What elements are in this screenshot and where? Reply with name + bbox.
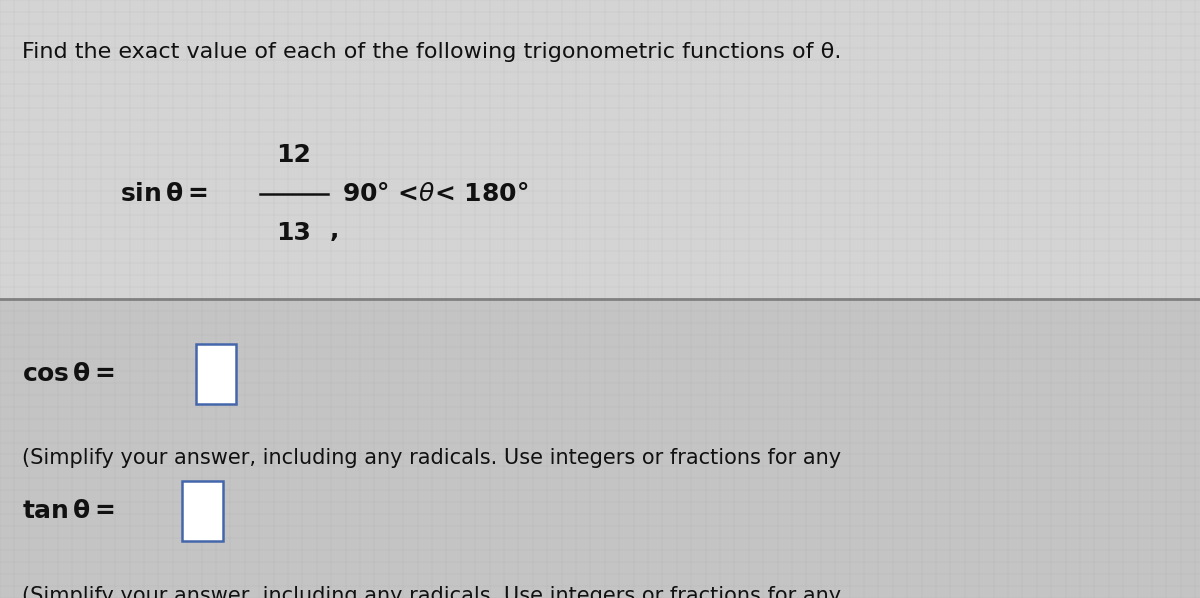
Bar xyxy=(0,299,1200,598)
Text: 13: 13 xyxy=(276,221,312,245)
Text: 90° <$\theta$< 180°: 90° <$\theta$< 180° xyxy=(342,182,528,206)
Text: (Simplify your answer, including any radicals. Use integers or fractions for any: (Simplify your answer, including any rad… xyxy=(22,448,841,468)
Text: $\mathbf{tan\,\theta =}$: $\mathbf{tan\,\theta =}$ xyxy=(22,499,114,523)
Bar xyxy=(196,344,236,404)
Text: Find the exact value of each of the following trigonometric functions of θ.: Find the exact value of each of the foll… xyxy=(22,42,841,62)
Bar xyxy=(182,481,223,541)
Text: ,: , xyxy=(330,218,340,242)
Text: 12: 12 xyxy=(276,144,312,167)
Text: (Simplify your answer, including any radicals. Use integers or fractions for any: (Simplify your answer, including any rad… xyxy=(22,586,841,598)
Text: $\mathbf{sin\,\theta =}$: $\mathbf{sin\,\theta =}$ xyxy=(120,182,208,206)
Text: $\mathbf{cos\,\theta =}$: $\mathbf{cos\,\theta =}$ xyxy=(22,362,115,386)
Bar xyxy=(0,0,1200,299)
